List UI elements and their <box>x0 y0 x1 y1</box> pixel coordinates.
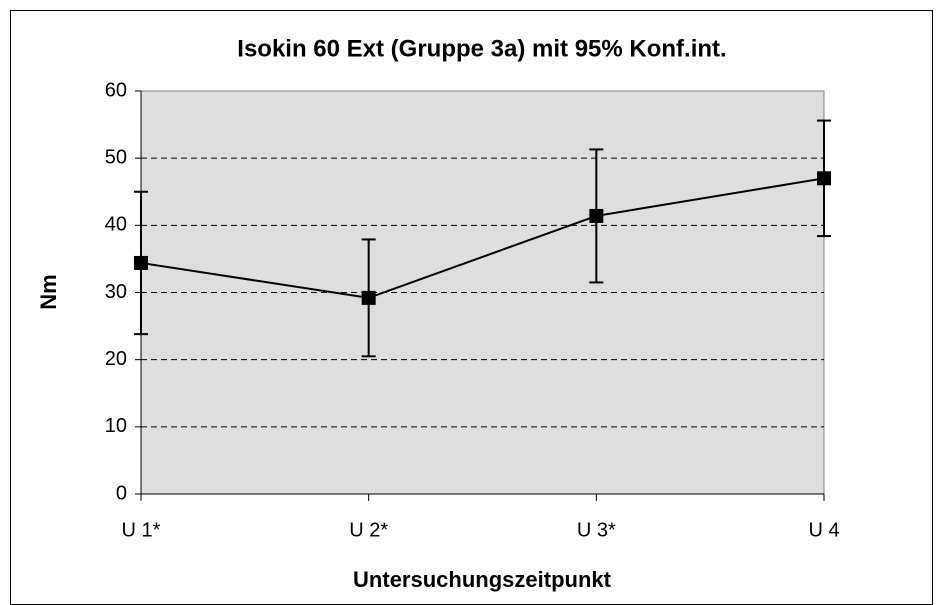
chart-title: Isokin 60 Ext (Gruppe 3a) mit 95% Konf.i… <box>237 35 726 62</box>
x-tick-label: U 3* <box>577 519 616 541</box>
x-tick-label: U 1* <box>122 519 161 541</box>
y-tick-label: 50 <box>105 146 127 168</box>
y-tick-label: 30 <box>105 281 127 303</box>
y-tick-label: 10 <box>105 415 127 437</box>
marker <box>817 171 831 186</box>
y-tick-label: 60 <box>105 79 127 101</box>
y-tick-label: 0 <box>116 482 127 504</box>
y-tick-label: 20 <box>105 348 127 370</box>
x-tick-label: U 2* <box>349 519 388 541</box>
y-axis-title: Nm <box>36 274 61 309</box>
series-line <box>140 177 825 299</box>
x-axis-title: Untersuchungszeitpunkt <box>353 567 612 592</box>
marker <box>361 290 376 305</box>
marker <box>589 208 604 223</box>
marker <box>134 255 148 270</box>
y-tick-label: 40 <box>105 214 127 236</box>
x-tick-label: U 4 <box>808 519 839 541</box>
